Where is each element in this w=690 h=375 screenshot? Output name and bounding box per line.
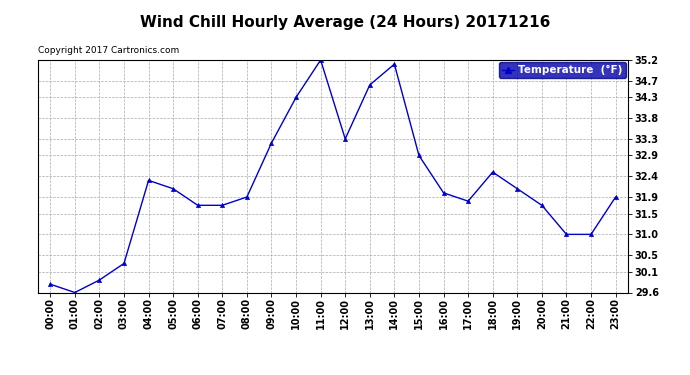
Legend: Temperature  (°F): Temperature (°F) xyxy=(498,62,626,78)
Text: Copyright 2017 Cartronics.com: Copyright 2017 Cartronics.com xyxy=(38,46,179,56)
Text: Wind Chill Hourly Average (24 Hours) 20171216: Wind Chill Hourly Average (24 Hours) 201… xyxy=(140,15,550,30)
